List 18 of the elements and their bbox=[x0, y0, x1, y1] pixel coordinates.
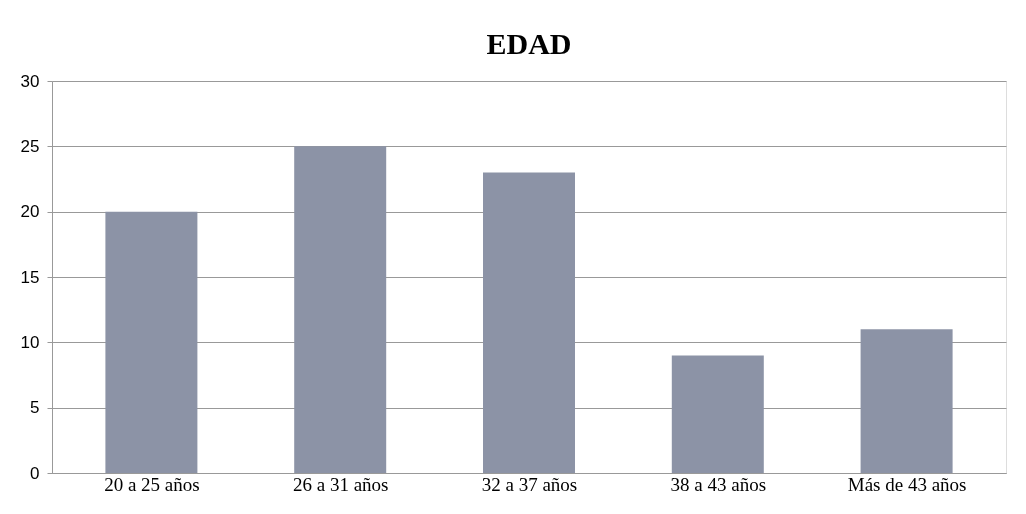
x-tick-label: Más de 43 años bbox=[847, 473, 967, 495]
y-tick-label: 15 bbox=[20, 267, 40, 287]
chart-title: EDAD bbox=[486, 27, 572, 60]
bar bbox=[671, 355, 764, 473]
y-tick-label: 25 bbox=[20, 136, 40, 156]
x-tick-label: 20 a 25 años bbox=[104, 473, 200, 495]
x-tick-label: 38 a 43 años bbox=[670, 473, 767, 495]
y-tick-label: 0 bbox=[30, 463, 40, 483]
bar bbox=[294, 146, 387, 473]
y-tick-label: 20 bbox=[20, 202, 40, 222]
y-tick-label: 30 bbox=[20, 71, 40, 91]
y-tick-label: 10 bbox=[20, 332, 40, 352]
y-tick-label: 5 bbox=[30, 398, 40, 418]
bar bbox=[483, 172, 575, 473]
x-tick-label: 32 a 37 años bbox=[481, 473, 578, 495]
bar bbox=[105, 211, 198, 473]
bar bbox=[860, 329, 953, 473]
x-tick-label: 26 a 31 años bbox=[292, 473, 389, 495]
